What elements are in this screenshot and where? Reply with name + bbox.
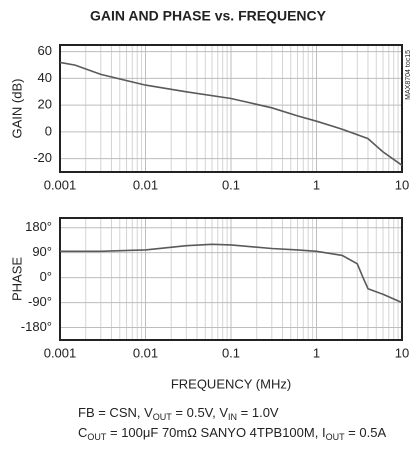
x-tick-label: 10 <box>395 177 409 192</box>
note-text: = 1.0V <box>237 405 279 420</box>
note-text: FB = CSN, V <box>78 405 153 420</box>
y-tick-label: -90° <box>28 294 52 309</box>
y-axis-label: PHASE <box>9 257 24 301</box>
y-tick-label: 180° <box>25 219 52 234</box>
y-tick-label: -20 <box>33 150 52 165</box>
note: COUT = 100μF 70mΩ SANYO 4TPB100M, IOUT =… <box>78 425 386 442</box>
subscript: OUT <box>326 432 346 442</box>
note-text: C <box>78 425 87 440</box>
data-line <box>60 243 403 304</box>
x-tick-label: 0.001 <box>44 177 77 192</box>
y-axis-label: GAIN (dB) <box>9 79 24 139</box>
x-axis-label: FREQUENCY (MHz) <box>171 376 291 391</box>
plot-frame <box>59 44 403 173</box>
side-label: MAX8704 toc15 <box>405 50 412 100</box>
subscript: OUT <box>153 412 173 422</box>
y-tick-label: 0° <box>40 269 52 284</box>
y-tick-label: 0 <box>45 123 52 138</box>
x-tick-label: 0.001 <box>44 345 77 360</box>
plot-frame <box>59 217 403 341</box>
y-tick-label: 20 <box>38 97 52 112</box>
x-tick-label: 1 <box>313 345 320 360</box>
subscript: OUT <box>87 432 107 442</box>
note-text: = 0.5V, V <box>172 405 229 420</box>
y-tick-label: 40 <box>38 70 52 85</box>
subscript: IN <box>228 412 237 422</box>
chart-title: GAIN AND PHASE vs. FREQUENCY <box>90 8 327 24</box>
data-line <box>59 61 403 166</box>
y-tick-label: 90° <box>32 244 52 259</box>
x-tick-label: 10 <box>395 345 409 360</box>
x-tick-label: 0.1 <box>222 177 240 192</box>
x-tick-label: 0.01 <box>133 177 158 192</box>
y-tick-label: -180° <box>21 319 52 334</box>
note-text: = 0.5A <box>345 425 387 440</box>
note: FB = CSN, VOUT = 0.5V, VIN = 1.0V <box>78 405 279 422</box>
x-tick-label: 0.01 <box>133 345 158 360</box>
x-tick-label: 1 <box>313 177 320 192</box>
y-tick-label: 60 <box>38 43 52 58</box>
x-tick-label: 0.1 <box>222 345 240 360</box>
note-text: = 100μF 70mΩ SANYO 4TPB100M, I <box>106 425 325 440</box>
